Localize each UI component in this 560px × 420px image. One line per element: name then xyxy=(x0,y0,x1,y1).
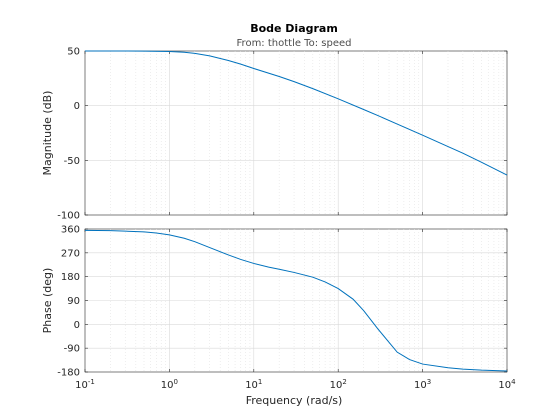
x-tick-label: 10-1 xyxy=(75,378,95,391)
y-tick-label: 180 xyxy=(61,272,80,283)
x-tick-label: 101 xyxy=(245,378,262,391)
x-tick-label: 100 xyxy=(161,378,178,391)
chart-title: Bode Diagram xyxy=(250,22,338,35)
y-tick-label: 50 xyxy=(67,47,80,58)
x-tick-label: 103 xyxy=(414,378,431,391)
x-tick-label: 104 xyxy=(498,378,516,391)
y-tick-label: -100 xyxy=(57,211,80,222)
y-tick-label: 90 xyxy=(67,296,80,307)
y-tick-label: 0 xyxy=(74,320,80,331)
phase-trace xyxy=(84,229,508,372)
magnitude-panel: 50 0 -50 -100 xyxy=(57,47,508,222)
chart-subtitle: From: thottle To: speed xyxy=(237,38,352,49)
y-tick-label: 0 xyxy=(74,101,80,112)
y-tick-label: -90 xyxy=(64,344,80,355)
y-tick-label: -180 xyxy=(57,368,80,379)
magnitude-ylabel: Magnitude (dB) xyxy=(41,91,54,176)
y-tick-label: -50 xyxy=(64,156,80,167)
axes-box xyxy=(84,50,508,216)
x-tick-label: 102 xyxy=(330,378,347,391)
frequency-xlabel: Frequency (rad/s) xyxy=(246,394,343,407)
y-tick-label: 270 xyxy=(61,248,80,259)
y-tick-label: 360 xyxy=(61,225,80,236)
phase-ylabel: Phase (deg) xyxy=(41,268,54,334)
magnitude-trace xyxy=(85,50,508,176)
